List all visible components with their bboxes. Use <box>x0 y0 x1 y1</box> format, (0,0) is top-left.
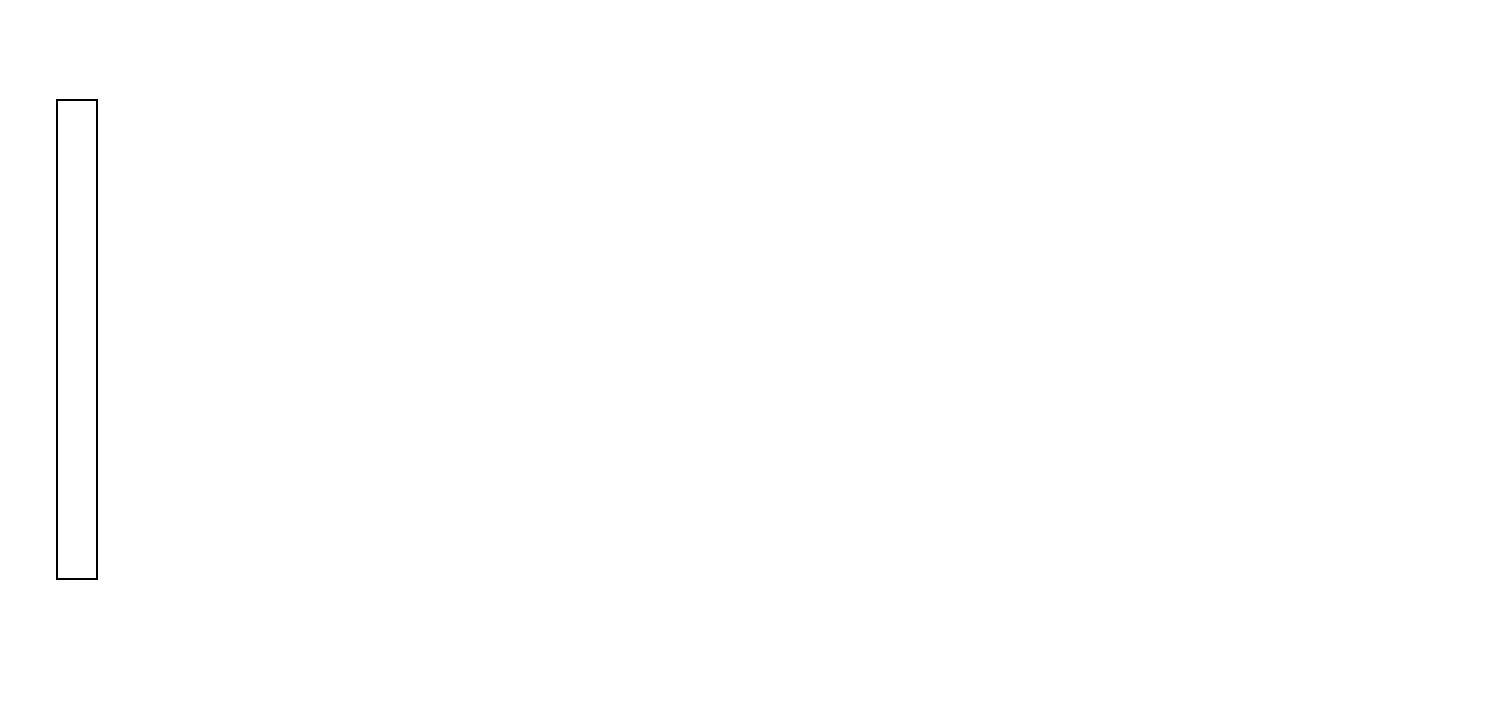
tip-position-marker <box>406 270 429 293</box>
scale-bar <box>355 572 627 583</box>
capacitance-spectrum-plot <box>690 0 1500 719</box>
colorbar <box>56 99 98 580</box>
capacitance-map-image <box>107 65 640 605</box>
colorbar-title <box>0 55 48 613</box>
